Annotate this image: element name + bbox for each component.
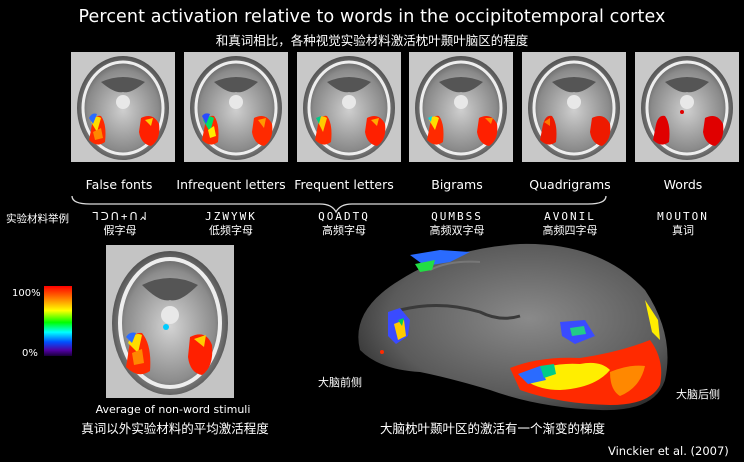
stimulus-example: QOADTQ <box>318 210 370 223</box>
scale-min-label: 0% <box>22 348 38 359</box>
average-caption-cn: 真词以外实验材料的平均激活程度 <box>81 421 269 436</box>
stimulus-caption: 高频四字母 <box>542 224 598 237</box>
condition-label: Infrequent letters <box>176 177 286 192</box>
inflated-cortex <box>358 243 668 411</box>
stimulus-caption: 高频字母 <box>322 224 366 237</box>
stimulus-example: ᒣᑐᑎ+ᑎᖽ <box>92 210 148 223</box>
gradient-caption: 大脑枕叶颞叶区的激活有一个渐变的梯度 <box>380 421 606 436</box>
condition-label: Quadrigrams <box>529 177 611 192</box>
stimulus-example: MOUTON <box>657 210 709 223</box>
brain-slice-bigrams <box>409 52 513 162</box>
brain-slice-frequent-letters <box>297 52 401 162</box>
condition-label: Words <box>663 177 703 192</box>
posterior-label: 大脑后侧 <box>676 388 720 401</box>
stimulus-caption: 假字母 <box>103 224 137 237</box>
average-brain-slice <box>106 245 234 398</box>
condition-label: Frequent letters <box>294 177 394 192</box>
figure-title: Percent activation relative to words in … <box>78 7 666 27</box>
stimulus-example: AVONIL <box>544 210 596 223</box>
grouping-brace <box>71 195 607 214</box>
stimulus-caption: 真词 <box>672 224 694 237</box>
color-scale-bar <box>44 286 72 356</box>
figure-subtitle: 和真词相比，各种视觉实验材料激活枕叶颞叶脑区的程度 <box>215 33 529 48</box>
condition-label: False fonts <box>85 177 153 192</box>
brain-slice-words <box>635 52 739 162</box>
average-caption: Average of non-word stimuli <box>95 403 251 416</box>
stimulus-caption: 高频双字母 <box>429 224 485 237</box>
brain-slice-false-fonts <box>71 52 175 162</box>
brain-slice-infrequent-letters <box>184 52 288 162</box>
brain-slice-quadrigrams <box>522 52 626 162</box>
anterior-label: 大脑前侧 <box>318 376 362 389</box>
citation: Vinckier et al. (2007) <box>608 444 729 458</box>
condition-label: Bigrams <box>431 177 483 192</box>
scale-max-label: 100% <box>12 288 41 299</box>
example-stimuli-label: 实验材料举例 <box>6 213 69 225</box>
stimulus-example: JZWYWK <box>205 210 257 223</box>
stimulus-example: QUMBSS <box>431 210 483 223</box>
stimulus-caption: 低频字母 <box>209 224 253 237</box>
